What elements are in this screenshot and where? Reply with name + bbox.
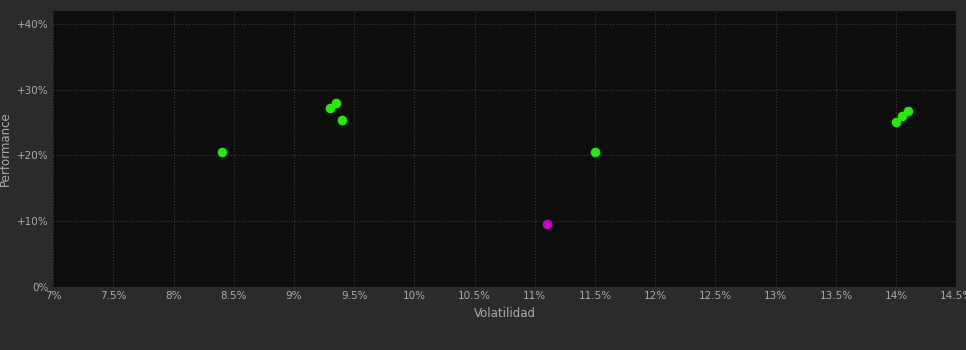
Point xyxy=(587,149,603,155)
Point xyxy=(900,108,916,113)
Point xyxy=(889,120,904,125)
Point xyxy=(539,222,554,227)
Point xyxy=(328,100,344,105)
Point xyxy=(334,118,350,123)
Point xyxy=(214,149,230,155)
Point xyxy=(895,113,910,119)
Y-axis label: Performance: Performance xyxy=(0,111,12,186)
Point xyxy=(323,105,338,111)
X-axis label: Volatilidad: Volatilidad xyxy=(473,307,536,320)
